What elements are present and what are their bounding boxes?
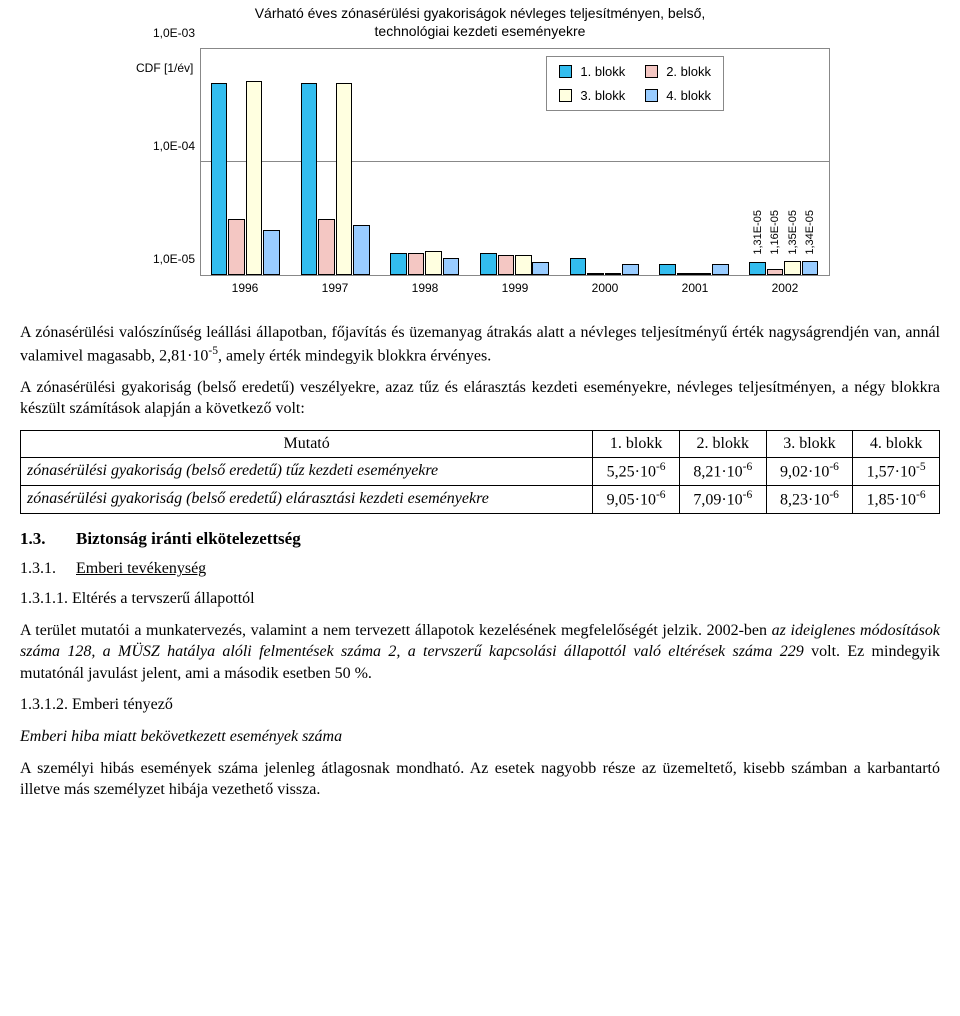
xtick-label: 1998	[412, 280, 439, 296]
row-label: zónasérülési gyakoriság (belső eredetű) …	[21, 457, 593, 485]
bar	[784, 261, 801, 276]
bar	[712, 264, 729, 275]
heading-1-3-1-1: 1.3.1.1. Eltérés a tervszerű állapottól	[20, 588, 940, 610]
xtick-label: 2001	[682, 280, 709, 296]
bar	[659, 264, 676, 275]
bar-value-label: 1,16E-05	[768, 210, 783, 255]
th-mutato: Mutató	[21, 431, 593, 458]
chart-ylabel: CDF [1/év]	[136, 60, 193, 76]
row-value: 1,57·10-5	[853, 457, 940, 485]
table-row: zónasérülési gyakoriság (belső eredetű) …	[21, 485, 940, 513]
row-value: 5,25·10-6	[593, 457, 680, 485]
bar	[605, 273, 622, 275]
bar	[228, 219, 245, 276]
bar	[570, 258, 587, 275]
xtick-label: 1997	[322, 280, 349, 296]
th-b3: 3. blokk	[766, 431, 853, 458]
heading-1-3: 1.3.Biztonság iránti elkötelezettség	[20, 528, 940, 551]
bar	[498, 255, 515, 275]
bar	[677, 273, 694, 275]
chart-body: CDF [1/év] 1,0E-051,0E-041,0E-031. blokk…	[120, 42, 840, 302]
chart-title-line1: Várható éves zónasérülési gyakoriságok n…	[255, 5, 706, 21]
bar	[408, 253, 425, 276]
ytick-label: 1,0E-05	[153, 251, 201, 267]
th-b2: 2. blokk	[679, 431, 766, 458]
plot-area: 1,0E-051,0E-041,0E-031. blokk2. blokk3. …	[200, 48, 830, 276]
bar	[336, 83, 353, 275]
bar	[622, 264, 639, 275]
legend-label: 4. blokk	[666, 87, 711, 105]
bar	[802, 261, 819, 276]
legend-swatch	[559, 89, 572, 102]
bar	[694, 273, 711, 275]
legend-label: 1. blokk	[580, 63, 625, 81]
results-table: Mutató 1. blokk 2. blokk 3. blokk 4. blo…	[20, 430, 940, 513]
table-header-row: Mutató 1. blokk 2. blokk 3. blokk 4. blo…	[21, 431, 940, 458]
bar	[480, 253, 497, 276]
bar	[211, 83, 228, 275]
bar	[515, 255, 532, 275]
xtick-label: 1999	[502, 280, 529, 296]
paragraph-3: A terület mutatói a munkatervezés, valam…	[20, 620, 940, 685]
legend-item: 1. blokk	[559, 63, 625, 81]
chart-title: Várható éves zónasérülési gyakoriságok n…	[120, 0, 840, 42]
bar	[301, 83, 318, 275]
legend-item: 4. blokk	[645, 87, 711, 105]
ytick-label: 1,0E-04	[153, 138, 201, 154]
paragraph-5: A személyi hibás események száma jelenle…	[20, 758, 940, 801]
row-value: 8,23·10-6	[766, 485, 853, 513]
row-value: 7,09·10-6	[679, 485, 766, 513]
bar	[749, 262, 766, 276]
bar	[353, 225, 370, 276]
ytick-label: 1,0E-03	[153, 25, 201, 41]
row-value: 8,21·10-6	[679, 457, 766, 485]
heading-1-3-1: 1.3.1.Emberi tevékenység	[20, 558, 940, 580]
th-b4: 4. blokk	[853, 431, 940, 458]
row-value: 9,05·10-6	[593, 485, 680, 513]
legend-label: 2. blokk	[666, 63, 711, 81]
bar	[587, 273, 604, 275]
bar	[443, 258, 460, 275]
bar-value-label: 1,35E-05	[786, 210, 801, 255]
row-label: zónasérülési gyakoriság (belső eredetű) …	[21, 485, 593, 513]
bar-value-label: 1,34E-05	[803, 210, 818, 255]
gridline	[201, 161, 829, 162]
cdf-chart: Várható éves zónasérülési gyakoriságok n…	[120, 0, 840, 302]
legend-swatch	[559, 65, 572, 78]
heading-1-3-1-2: 1.3.1.2. Emberi tényező	[20, 694, 940, 716]
paragraph-1: A zónasérülési valószínűség leállási áll…	[20, 322, 940, 367]
bar	[318, 219, 335, 276]
xtick-label: 2000	[592, 280, 619, 296]
bar	[532, 262, 549, 276]
bar	[263, 230, 280, 275]
row-value: 1,85·10-6	[853, 485, 940, 513]
xtick-label: 2002	[772, 280, 799, 296]
bar	[425, 251, 442, 276]
legend-swatch	[645, 89, 658, 102]
plot-outer: 1,0E-051,0E-041,0E-031. blokk2. blokk3. …	[200, 48, 830, 276]
th-b1: 1. blokk	[593, 431, 680, 458]
legend-swatch	[645, 65, 658, 78]
paragraph-2: A zónasérülési gyakoriság (belső eredetű…	[20, 377, 940, 420]
row-value: 9,02·10-6	[766, 457, 853, 485]
chart-legend: 1. blokk 2. blokk 3. blokk 4. blokk	[546, 56, 724, 111]
table-row: zónasérülési gyakoriság (belső eredetű) …	[21, 457, 940, 485]
paragraph-4: Emberi hiba miatt bekövetkezett eseménye…	[20, 726, 940, 748]
bar	[246, 81, 263, 275]
legend-label: 3. blokk	[580, 87, 625, 105]
bar	[767, 269, 784, 276]
legend-item: 3. blokk	[559, 87, 625, 105]
chart-title-line2: technológiai kezdeti eseményekre	[375, 23, 586, 39]
bar-value-label: 1,31E-05	[751, 210, 766, 255]
bar	[390, 253, 407, 276]
xtick-label: 1996	[232, 280, 259, 296]
legend-item: 2. blokk	[645, 63, 711, 81]
chart-xaxis: 1996 1997 1998 1999 2000 2001 2002	[200, 280, 830, 300]
